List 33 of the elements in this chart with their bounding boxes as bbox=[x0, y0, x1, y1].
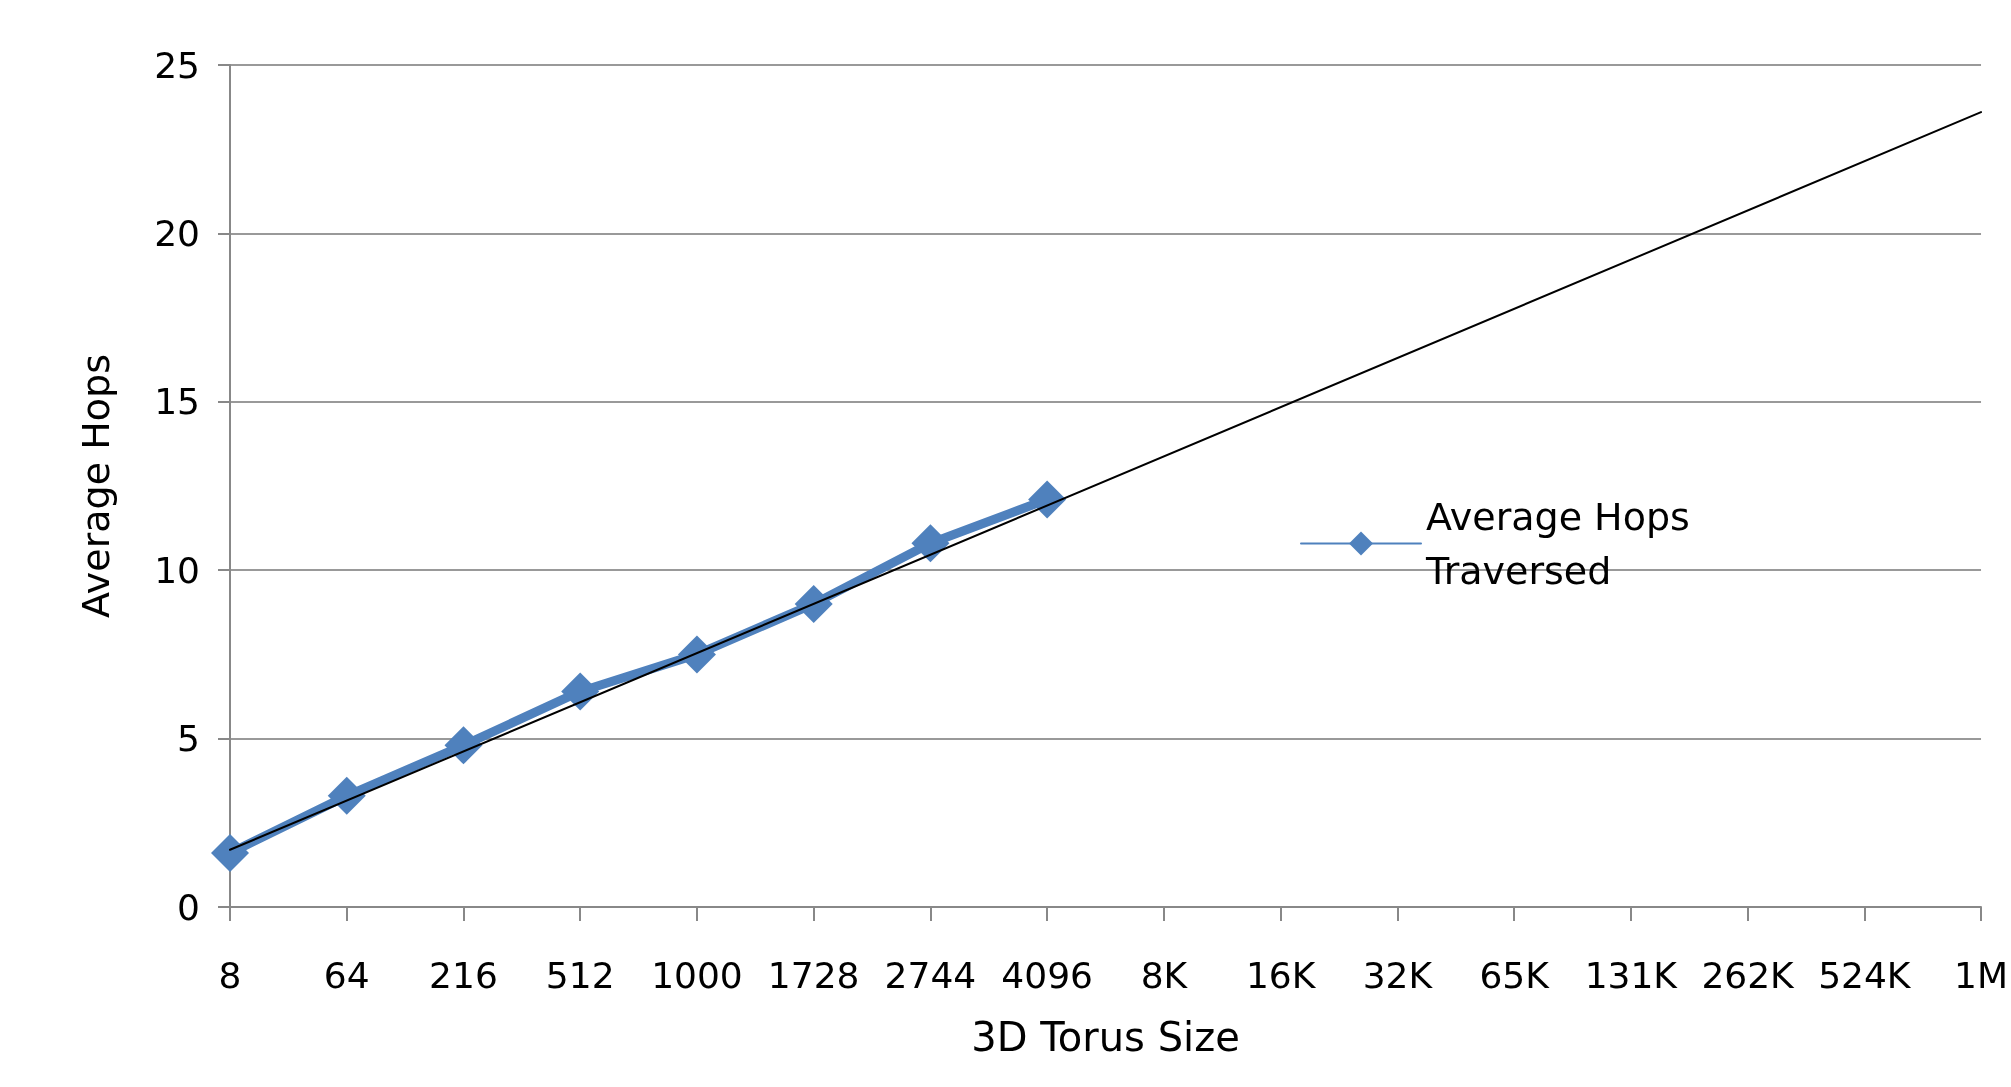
point bbox=[327, 776, 366, 815]
legend-label: Average Hops Traversed bbox=[1425, 494, 1702, 593]
x-tick-label: 8K bbox=[1140, 954, 1189, 996]
y-tick-label: 20 bbox=[154, 212, 200, 254]
point bbox=[211, 834, 249, 873]
point bbox=[677, 635, 716, 674]
x-tick-label: 216 bbox=[429, 954, 498, 996]
y-tick-label: 15 bbox=[154, 381, 200, 423]
point bbox=[1028, 480, 1067, 519]
y-tick-label: 10 bbox=[154, 549, 200, 591]
x-tick-label: 2744 bbox=[884, 954, 977, 996]
x-tick-label: 524K bbox=[1818, 954, 1912, 996]
x-tick-label: 32K bbox=[1362, 954, 1434, 996]
x-tick-label: 64 bbox=[323, 954, 370, 996]
point bbox=[561, 672, 600, 711]
x-tick-label: 4096 bbox=[1001, 954, 1093, 996]
x-tick-label: 65K bbox=[1479, 954, 1551, 996]
x-axis-title: 3D Torus Size bbox=[971, 1014, 1240, 1060]
point bbox=[444, 726, 483, 765]
y-axis-title: Average Hops bbox=[74, 354, 118, 618]
x-tick-label: 1000 bbox=[651, 954, 743, 996]
y-tick-label: 0 bbox=[177, 886, 200, 928]
x-tick-label: 16K bbox=[1245, 954, 1317, 996]
point bbox=[911, 524, 950, 563]
x-tick-label: 512 bbox=[545, 954, 615, 996]
x-tick-label: 1M bbox=[1954, 954, 2008, 996]
x-tick-label: 262K bbox=[1701, 954, 1796, 996]
x-tick-label: 131K bbox=[1584, 954, 1679, 996]
point bbox=[794, 584, 833, 623]
y-tick-label: 5 bbox=[177, 718, 200, 760]
x-tick-label: 1728 bbox=[767, 954, 860, 996]
y-tick-label: 25 bbox=[154, 44, 200, 86]
x-tick-label: 8 bbox=[218, 954, 242, 996]
